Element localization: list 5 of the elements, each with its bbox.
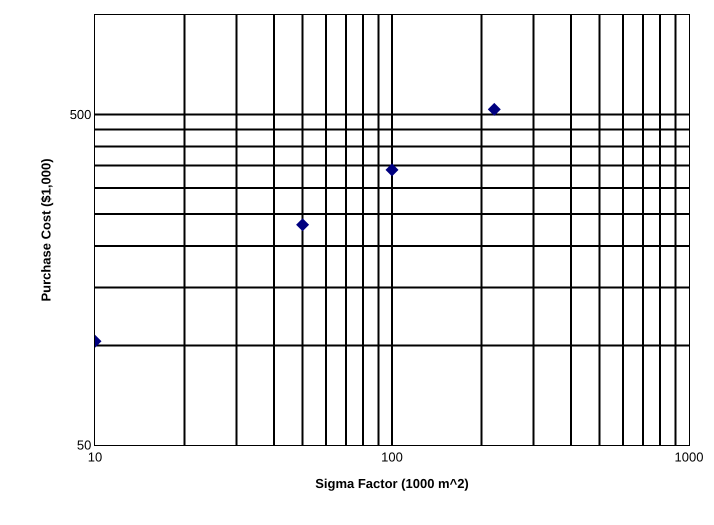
x-axis-title: Sigma Factor (1000 m^2) bbox=[315, 476, 469, 492]
x-tick-label: 100 bbox=[381, 450, 403, 465]
y-axis-title: Purchase Cost ($1,000) bbox=[38, 158, 54, 302]
y-tick-label: 500 bbox=[70, 107, 92, 122]
x-tick-label: 1000 bbox=[674, 450, 704, 465]
